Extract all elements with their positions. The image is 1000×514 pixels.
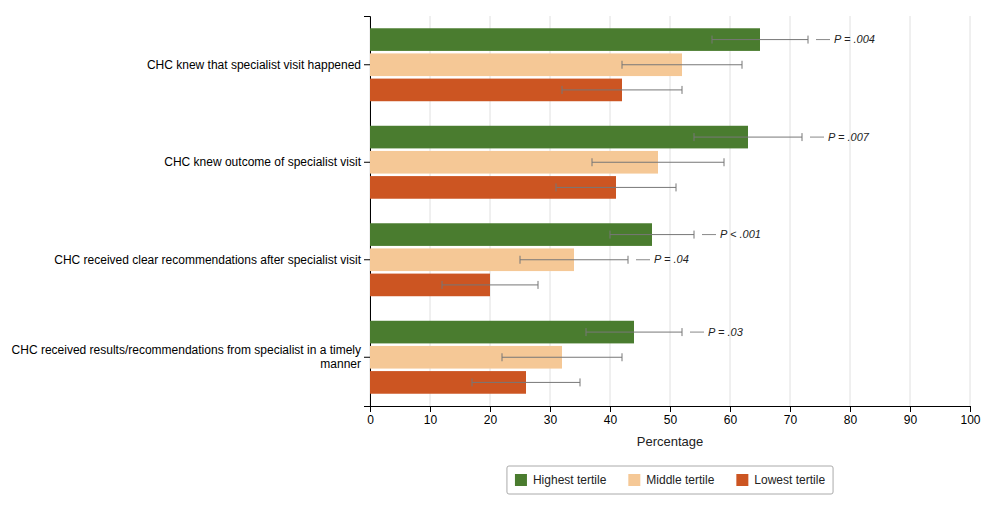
y-tick-label: CHC knew outcome of specialist visit [164,155,361,169]
plot-area: 0 10 20 30 40 50 60 70 80 90 100 CHC knew that spec… [12,16,981,449]
error-bar [610,231,694,239]
bar [370,28,760,51]
x-tick: 100 [960,406,980,427]
y-tick-label: CHC received clear recommendations after… [54,253,361,267]
x-tick: 70 [784,406,798,427]
x-tick-mark [610,406,611,412]
x-tick-label: 10 [424,413,438,427]
annotation: P = .04 [654,253,689,265]
legend-swatch [628,474,640,486]
x-tick: 30 [544,406,558,427]
x-tick-label: 80 [844,413,858,427]
error-bar [556,183,676,191]
x-tick: 0 [367,406,374,427]
legend-swatch [736,474,748,486]
grid-line [970,16,971,406]
x-tick-label: 60 [724,413,738,427]
x-axis: 0 10 20 30 40 50 60 70 80 90 100 [367,406,981,427]
annotation-leader [702,234,716,235]
x-tick-mark [670,406,671,412]
x-tick-mark [490,406,491,412]
x-tick-label: 40 [604,413,618,427]
x-axis-title: Percentage [637,434,704,449]
y-tick-label: CHC received results/recommendations fro… [12,343,361,371]
x-tick-label: 50 [664,413,678,427]
legend-item: Middle tertile [628,473,714,487]
error-bar [712,36,808,44]
grid-line [910,16,911,406]
x-tick-label: 70 [784,413,798,427]
x-tick: 60 [724,406,738,427]
x-tick-mark [970,406,971,412]
error-bar [562,86,682,94]
error-bar [694,133,802,141]
x-tick-mark [850,406,851,412]
annotation: P = .007 [828,131,870,143]
y-tick-mark [364,64,370,65]
grid-line [850,16,851,406]
legend: Highest tertile Middle tertile Lowest tert… [507,466,833,494]
x-tick-label: 30 [544,413,558,427]
annotation: P = .004 [834,33,875,45]
x-axis-line [371,407,971,413]
x-tick-label: 100 [960,413,980,427]
x-tick-mark [430,406,431,412]
x-tick: 40 [604,406,618,427]
y-axis: CHC knew that specialist visit happened C… [12,17,371,407]
x-tick-label: 90 [904,413,918,427]
x-tick: 20 [484,406,498,427]
x-tick: 90 [904,406,918,427]
y-tick-label: CHC knew that specialist visit happened [147,58,361,72]
y-tick: CHC received clear recommendations after… [54,253,370,267]
legend-label: Lowest tertile [754,473,825,487]
x-tick: 80 [844,406,858,427]
y-tick: CHC knew outcome of specialist visit [164,155,370,169]
annotation-leader [636,259,650,260]
bar [370,126,748,149]
y-tick: CHC knew that specialist visit happened [147,58,370,72]
chart: 0 10 20 30 40 50 60 70 80 90 100 CHC knew that spec… [0,0,1000,514]
annotations: P = .004 P = .007 P < .001 P = .03 P = .04 [636,33,875,338]
x-tick-label: 0 [367,413,374,427]
legend-item: Lowest tertile [736,473,825,487]
legend-frame [507,466,833,494]
x-tick: 10 [424,406,438,427]
x-tick-mark [550,406,551,412]
legend-label: Middle tertile [646,473,714,487]
annotation-leader [816,39,830,40]
error-bar [586,328,682,336]
x-tick: 50 [664,406,678,427]
y-tick-mark [364,357,370,358]
annotation: P = .03 [708,326,744,338]
legend-label: Highest tertile [533,473,607,487]
x-tick-mark [730,406,731,412]
error-bar [442,281,538,289]
grid [370,16,970,406]
legend-item: Highest tertile [515,473,607,487]
error-bar [592,158,724,166]
annotation-leader [690,332,704,333]
annotation: P < .001 [720,228,761,240]
x-tick-mark [790,406,791,412]
error-bar [622,61,742,69]
bars [370,28,808,393]
grid-line [730,16,731,406]
y-tick-mark [364,259,370,260]
error-bar [520,256,628,264]
annotation-leader [810,137,824,138]
y-tick: CHC received results/recommendations fro… [12,343,370,371]
x-tick-label: 20 [484,413,498,427]
y-tick-mark [364,162,370,163]
grid-line [790,16,791,406]
error-bar [502,353,622,361]
legend-swatch [515,474,527,486]
y-axis-line [364,17,371,407]
x-tick-mark [910,406,911,412]
error-bar [472,378,580,386]
